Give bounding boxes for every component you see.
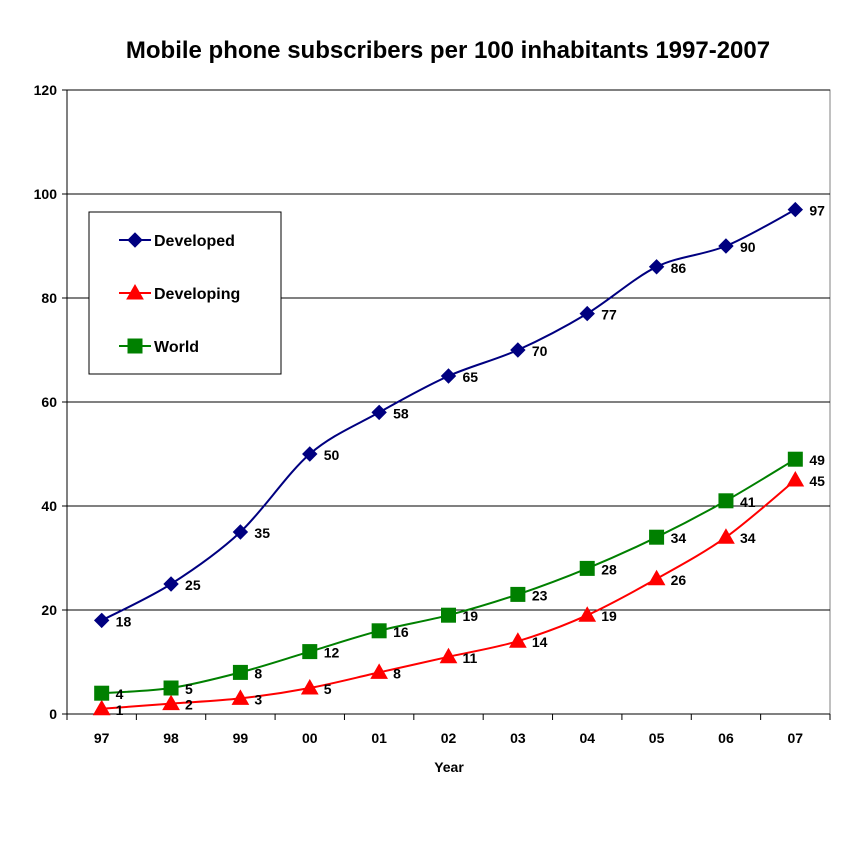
data-point-developing: [370, 663, 388, 679]
data-label-developing: 26: [671, 572, 687, 588]
data-point-developing: [786, 470, 805, 487]
x-tick-label: 07: [788, 730, 804, 746]
legend-marker-world: [127, 338, 143, 354]
data-point-world: [649, 529, 665, 545]
x-tick-label: 03: [510, 730, 526, 746]
data-label-developing: 45: [809, 473, 825, 489]
data-point-developed: [787, 201, 804, 218]
data-label-world: 12: [324, 645, 340, 661]
data-label-developed: 35: [254, 525, 270, 541]
data-point-world: [232, 664, 248, 680]
data-label-developing: 11: [463, 650, 478, 666]
data-label-developed: 77: [601, 307, 617, 323]
data-point-world: [371, 623, 387, 639]
x-tick-label: 05: [649, 730, 665, 746]
data-point-world: [441, 607, 456, 623]
data-point-developing: [509, 632, 527, 648]
data-point-developed: [510, 342, 526, 358]
data-point-developing: [231, 689, 250, 705]
data-point-developed: [302, 446, 318, 462]
y-tick-label: 120: [34, 82, 58, 98]
data-label-developing: 5: [324, 681, 332, 697]
data-label-developed: 70: [532, 343, 548, 359]
data-point-developing: [439, 647, 458, 664]
data-label-developed: 97: [809, 203, 825, 219]
data-point-world: [579, 560, 595, 576]
data-point-developing: [578, 606, 597, 622]
data-point-developed: [93, 612, 110, 629]
data-label-world: 34: [671, 530, 687, 546]
data-label-developed: 18: [116, 613, 132, 629]
data-point-world: [94, 685, 110, 701]
data-point-developing: [300, 678, 319, 695]
y-tick-label: 0: [49, 706, 57, 722]
data-point-developing: [162, 694, 180, 711]
x-tick-label: 01: [371, 730, 387, 746]
data-label-world: 23: [532, 587, 548, 603]
legend-marker-developed: [127, 232, 143, 248]
data-point-world: [510, 586, 526, 602]
data-point-developed: [440, 368, 457, 384]
data-point-developing: [92, 699, 111, 716]
legend-marker-developing: [126, 283, 144, 300]
data-point-developed: [163, 576, 179, 592]
data-point-developed: [232, 524, 249, 540]
x-tick-label: 99: [233, 730, 249, 746]
data-label-developing: 2: [185, 697, 193, 713]
data-point-world: [718, 493, 734, 509]
data-point-developed: [579, 305, 595, 322]
data-label-world: 49: [809, 452, 825, 468]
y-tick-label: 60: [41, 394, 57, 410]
data-label-world: 41: [740, 494, 756, 510]
chart-title: Mobile phone subscribers per 100 inhabit…: [126, 37, 770, 64]
data-label-developing: 3: [254, 691, 262, 707]
y-tick-label: 20: [41, 602, 57, 618]
data-label-developed: 50: [324, 447, 340, 463]
legend-label-developing: Developing: [154, 286, 240, 303]
data-point-world: [787, 451, 803, 467]
data-label-developed: 90: [740, 239, 756, 255]
x-tick-label: 98: [163, 730, 179, 746]
data-point-world: [163, 680, 179, 696]
data-label-world: 5: [185, 681, 193, 697]
x-axis-label: Year: [434, 759, 464, 775]
data-point-developing: [647, 569, 666, 586]
data-label-developed: 65: [463, 369, 479, 385]
y-tick-label: 80: [41, 290, 57, 306]
x-tick-label: 06: [718, 730, 734, 746]
data-point-developed: [718, 238, 734, 254]
data-label-world: 28: [601, 561, 617, 577]
legend-label-world: World: [154, 339, 199, 356]
data-label-developed: 86: [671, 260, 687, 276]
data-point-world: [302, 644, 318, 660]
data-label-developing: 1: [116, 702, 124, 718]
x-tick-label: 97: [94, 730, 110, 746]
x-tick-label: 04: [579, 730, 595, 746]
data-label-world: 8: [254, 665, 262, 681]
x-tick-label: 00: [302, 730, 318, 746]
data-label-developing: 8: [393, 665, 401, 681]
data-label-world: 4: [116, 686, 124, 702]
data-label-world: 19: [463, 608, 479, 624]
y-tick-label: 100: [34, 186, 58, 202]
x-tick-label: 02: [441, 730, 457, 746]
data-label-developing: 14: [532, 634, 548, 650]
data-label-developing: 19: [601, 608, 617, 624]
legend-label-developed: Developed: [154, 233, 235, 250]
y-tick-label: 40: [41, 498, 57, 514]
data-label-developing: 34: [740, 530, 756, 546]
data-label-world: 16: [393, 624, 409, 640]
data-label-developed: 58: [393, 405, 409, 421]
data-point-developing: [717, 528, 735, 544]
data-point-developed: [648, 259, 665, 275]
data-label-developed: 25: [185, 577, 201, 593]
data-point-developed: [371, 404, 387, 421]
legend: Developed Developing World: [88, 211, 282, 375]
